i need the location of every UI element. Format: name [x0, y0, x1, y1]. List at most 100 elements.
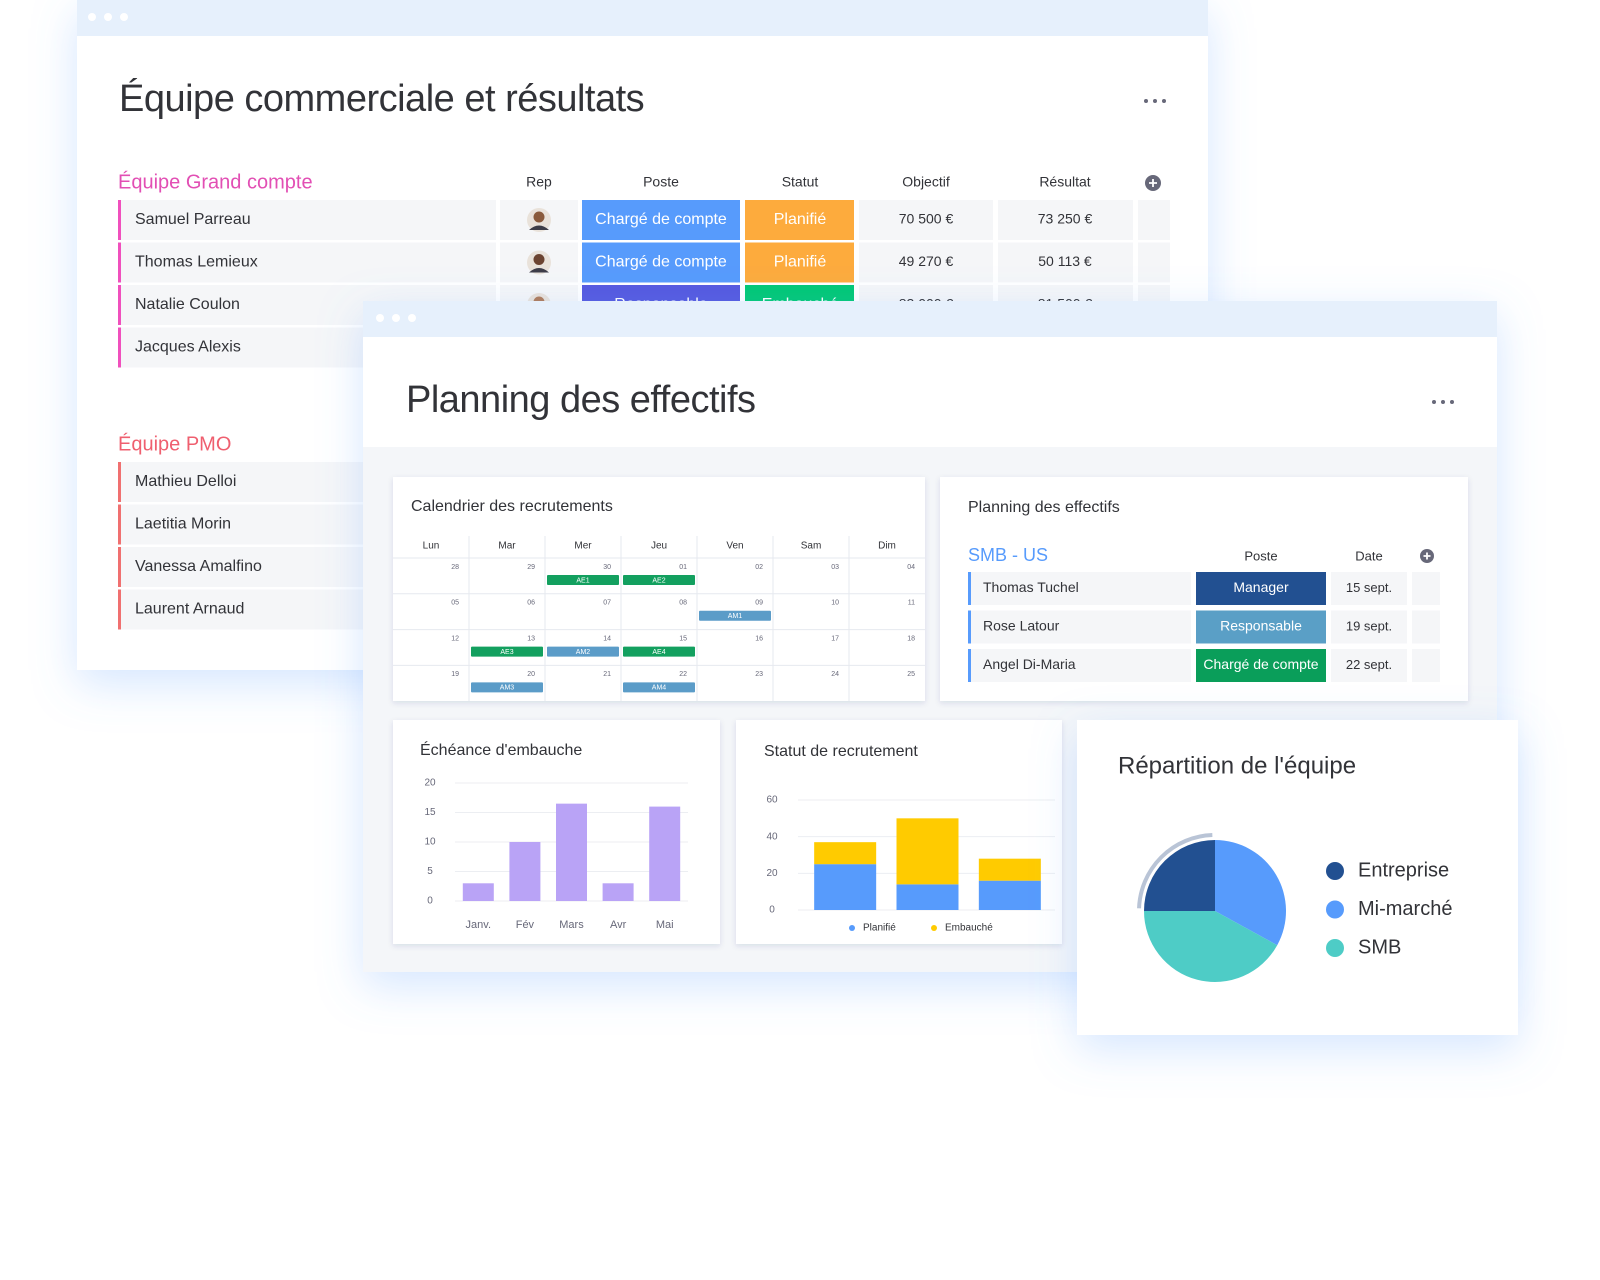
calendar-event	[471, 682, 543, 693]
event-label: AE1	[576, 577, 589, 584]
calendar-date: 24	[831, 671, 839, 678]
calendar-date: 14	[603, 635, 611, 642]
name-cell	[968, 572, 1191, 605]
column-header: Poste	[1244, 548, 1277, 563]
legend-marker	[1326, 862, 1344, 880]
poste-badge	[1196, 610, 1326, 644]
x-tick-label: Avr	[610, 919, 627, 931]
calendar-date: 08	[679, 600, 687, 607]
weekday-label: Dim	[878, 541, 896, 552]
calendar-event	[547, 646, 619, 657]
plus-icon	[1149, 179, 1157, 187]
board-title: Équipe commerciale et résultats	[119, 77, 644, 120]
stacked_bar-chart-card: Statut de recrutement 0 20 40 60 Planifié Emba…	[736, 720, 1062, 944]
y-tick-label: 5	[427, 866, 433, 877]
group-color-bar	[118, 504, 121, 545]
result-value: 73 250 €	[1038, 211, 1093, 227]
empty-cell	[1412, 572, 1440, 605]
date-value: 22 sept.	[1346, 657, 1392, 672]
legend-marker	[1326, 900, 1344, 919]
card-title: Calendrier des recrutements	[411, 498, 613, 515]
calendar-date: 01	[679, 564, 687, 571]
event-label: AE4	[652, 649, 665, 656]
pie-slice	[1215, 840, 1287, 946]
status-label: Planifié	[774, 254, 827, 271]
group-color-bar	[118, 462, 121, 502]
status-label: Planifié	[774, 211, 827, 228]
calendar-date: 21	[603, 671, 611, 678]
calendar-date: 22	[679, 671, 687, 678]
board-title: Planning des effectifs	[406, 379, 756, 421]
date-value: 15 sept.	[1346, 580, 1392, 595]
y-tick-label: 0	[769, 905, 775, 916]
person-name: Jacques Alexis	[135, 339, 241, 356]
person-name: Thomas Tuchel	[983, 579, 1079, 595]
empty-cell	[1412, 649, 1440, 682]
calendar-event	[623, 575, 695, 585]
column-header: Rep	[526, 174, 552, 190]
calendar-date: 02	[755, 564, 763, 571]
window-dot	[104, 13, 112, 21]
y-tick-label: 10	[424, 837, 436, 848]
group-color-bar	[118, 589, 121, 630]
bar-chart-card: Échéance d'embauche 0 5 10 15 20 Janv. Fév Mars A…	[393, 720, 720, 944]
menu-dot	[1441, 400, 1445, 404]
calendar-date: 16	[755, 635, 763, 642]
calendar-date: 13	[527, 635, 535, 642]
pie-slice	[1144, 840, 1215, 911]
slice-highlight	[1137, 833, 1213, 909]
y-tick-label: 20	[766, 868, 778, 879]
x-tick-label: Janv.	[466, 919, 491, 931]
legend-label: Planifié	[863, 923, 896, 934]
calendar-date: 07	[603, 600, 611, 607]
bar-segment	[978, 880, 1041, 910]
person-name: Angel Di-Maria	[983, 656, 1076, 672]
event-label: AM1	[728, 613, 743, 620]
weekday-label: Jeu	[651, 541, 667, 552]
person-name: Vanessa Amalfino	[135, 558, 262, 575]
person-name: Laurent Arnaud	[135, 601, 244, 618]
column-header: Statut	[782, 174, 819, 190]
calendar-date: 20	[527, 671, 535, 678]
poste-badge	[1196, 572, 1326, 605]
poste-badge	[1196, 649, 1326, 682]
x-tick-label: Mars	[559, 919, 584, 931]
window-dot	[88, 13, 96, 21]
y-tick-label: 40	[766, 831, 778, 842]
empty-cell	[1138, 200, 1170, 240]
calendar-date: 18	[907, 635, 915, 642]
weekday-label: Mar	[498, 541, 516, 552]
legend-label: Entreprise	[1358, 859, 1449, 881]
staff-table-card: Planning des effectifs SMB - US Poste Date T…	[940, 477, 1468, 701]
legend-label: Embauché	[945, 923, 993, 934]
x-tick-label: Mai	[656, 919, 674, 931]
group-title: SMB - US	[968, 545, 1048, 565]
card-title: Planning des effectifs	[968, 499, 1120, 516]
x-tick-label: Fév	[516, 919, 535, 931]
column-header: Résultat	[1039, 174, 1090, 190]
calendar-date: 17	[831, 635, 839, 642]
objective-cell	[859, 200, 993, 240]
calendar-event	[623, 646, 695, 657]
menu-dot	[1144, 99, 1148, 103]
pie-slice	[1144, 911, 1278, 983]
poste-label: Chargé de compte	[595, 254, 727, 271]
bar	[462, 883, 494, 901]
plus-icon	[1423, 552, 1431, 560]
calendar-event	[623, 682, 695, 693]
weekday-label: Ven	[726, 541, 743, 552]
calendar-date: 03	[831, 564, 839, 571]
column-header: Objectif	[902, 174, 950, 190]
poste-badge	[582, 242, 740, 283]
bar	[509, 842, 541, 901]
window-dot	[392, 314, 400, 322]
legend-marker	[1326, 939, 1344, 957]
name-cell	[968, 610, 1191, 644]
window-top-bar	[363, 301, 1497, 337]
calendar-card: Calendrier des recrutements Lun Mar Mer Jeu V…	[393, 477, 925, 701]
calendar-event	[699, 610, 771, 621]
legend-marker	[849, 925, 855, 931]
card	[1077, 720, 1518, 1035]
group-color-bar	[118, 285, 121, 325]
event-label: AM2	[576, 649, 591, 656]
